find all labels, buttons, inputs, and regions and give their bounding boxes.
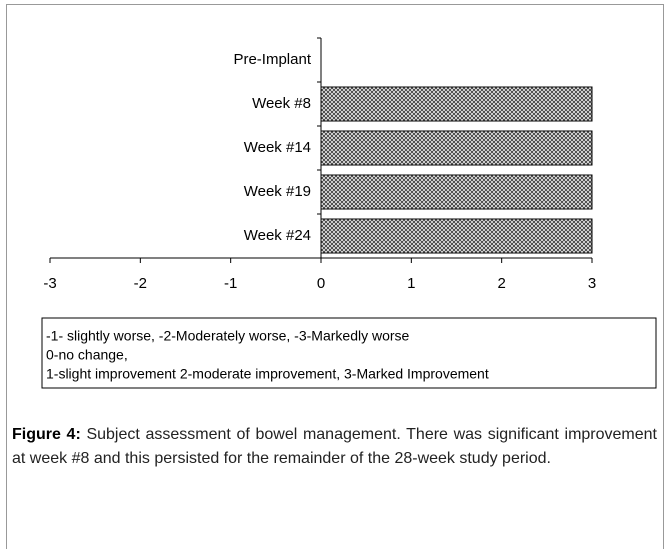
bar bbox=[320, 218, 593, 254]
bar bbox=[320, 130, 593, 166]
figure-frame bbox=[6, 4, 664, 549]
caption-text: Subject assessment of bowel management. … bbox=[12, 426, 657, 467]
chart: -3 -2 -1 0 1 2 3 Pre-Implant Week #8 Week #14 Week… bbox=[41, 37, 657, 389]
caption: Figure 4: Subject assessment of bowel ma… bbox=[12, 423, 657, 471]
legend-text: 1-slight improvement 2-moderate improvem… bbox=[46, 366, 489, 382]
y-tick-label: Week #8 bbox=[252, 95, 311, 112]
x-tick-label: -2 bbox=[134, 275, 147, 292]
y-tick-label: Week #19 bbox=[244, 183, 311, 200]
legend-text: 0-no change, bbox=[46, 347, 128, 363]
bar bbox=[320, 174, 593, 210]
x-tick-label: 1 bbox=[407, 275, 415, 292]
y-tick-label: Week #24 bbox=[244, 227, 311, 244]
y-tick-label: Pre-Implant bbox=[233, 51, 311, 68]
caption-label: Figure 4: bbox=[12, 426, 81, 443]
x-tick-label: -1 bbox=[224, 275, 237, 292]
x-tick-label: -3 bbox=[43, 275, 56, 292]
x-tick-label: 2 bbox=[497, 275, 505, 292]
bar bbox=[320, 86, 593, 122]
legend-text: -1- slightly worse, -2-Moderately worse,… bbox=[46, 328, 410, 344]
legend-box bbox=[41, 317, 657, 389]
y-tick-label: Week #14 bbox=[244, 139, 311, 156]
x-tick-label: 3 bbox=[588, 275, 596, 292]
x-tick-label: 0 bbox=[317, 275, 325, 292]
